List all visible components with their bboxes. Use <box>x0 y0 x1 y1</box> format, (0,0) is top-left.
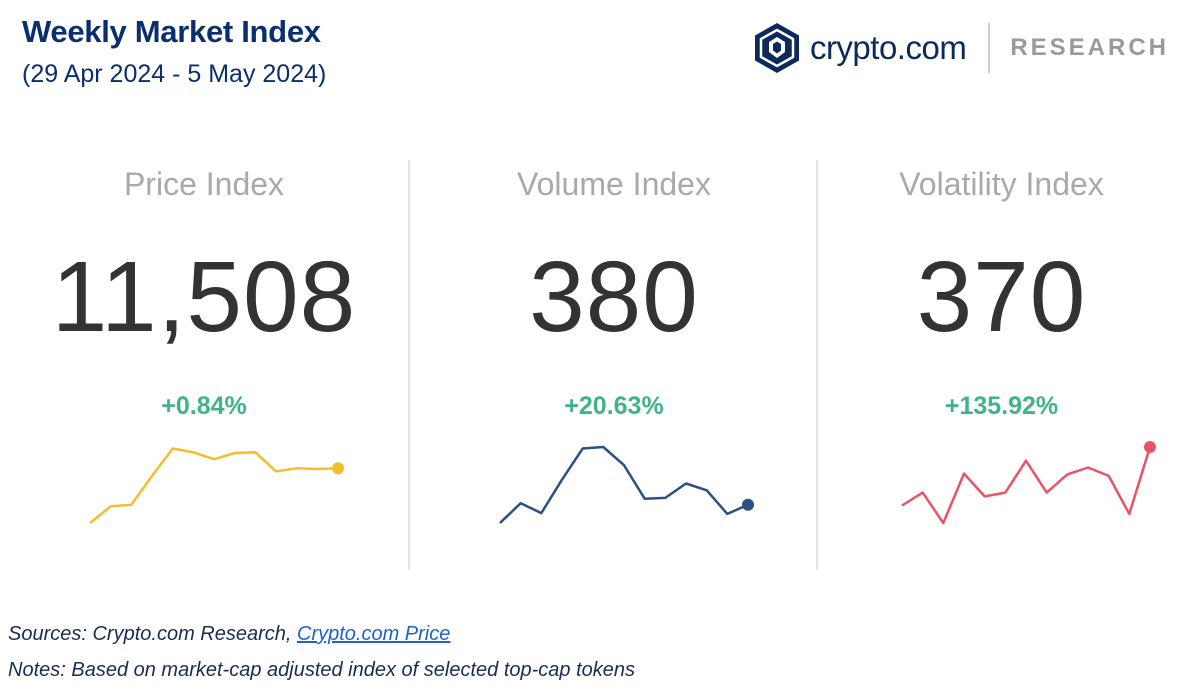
volatility-index-panel: Volatility Index 370 +135.92% <box>818 160 1185 570</box>
sources-note: Sources: Crypto.com Research, Crypto.com… <box>8 623 450 646</box>
volatility-sparkline <box>901 441 1156 525</box>
sparkline-series <box>499 445 749 524</box>
sparkline-end-point <box>742 498 754 511</box>
sparkline-end-point <box>332 462 344 475</box>
brand-divider <box>988 23 991 73</box>
panel-divider <box>816 160 818 570</box>
price-index-panel: Price Index 11,508 +0.84% <box>0 160 408 570</box>
metric-change: +0.84% <box>161 392 247 420</box>
brand-section-label: RESEARCH <box>1010 34 1169 61</box>
sparkline-series <box>89 447 339 524</box>
crypto-com-price-link[interactable]: Crypto.com Price <box>297 623 451 645</box>
metric-change: +20.63% <box>564 392 664 420</box>
metric-value: 370 <box>916 241 1087 353</box>
metric-label: Volatility Index <box>899 166 1104 202</box>
date-range: (29 Apr 2024 - 5 May 2024) <box>22 60 327 88</box>
page-title: Weekly Market Index <box>22 14 321 49</box>
panel-divider <box>408 160 410 570</box>
notes-text: Notes: Based on market-cap adjusted inde… <box>8 659 636 681</box>
crypto-com-logo-icon <box>754 23 799 73</box>
price-sparkline <box>89 447 344 524</box>
sparkline-end-point <box>1144 441 1156 453</box>
volume-index-panel: Volume Index 380 +20.63% <box>410 160 818 570</box>
metric-label: Price Index <box>123 166 285 202</box>
volume-sparkline <box>499 445 754 524</box>
metric-label: Volume Index <box>517 166 711 202</box>
metric-value: 11,508 <box>51 241 357 353</box>
brand-name: crypto.com <box>809 29 967 66</box>
metric-value: 380 <box>529 241 699 353</box>
sources-prefix: Sources: Crypto.com Research, <box>8 623 297 645</box>
brand-header: crypto.com RESEARCH <box>754 18 1169 78</box>
metric-change: +135.92% <box>944 392 1059 420</box>
sparkline-series <box>901 446 1152 525</box>
